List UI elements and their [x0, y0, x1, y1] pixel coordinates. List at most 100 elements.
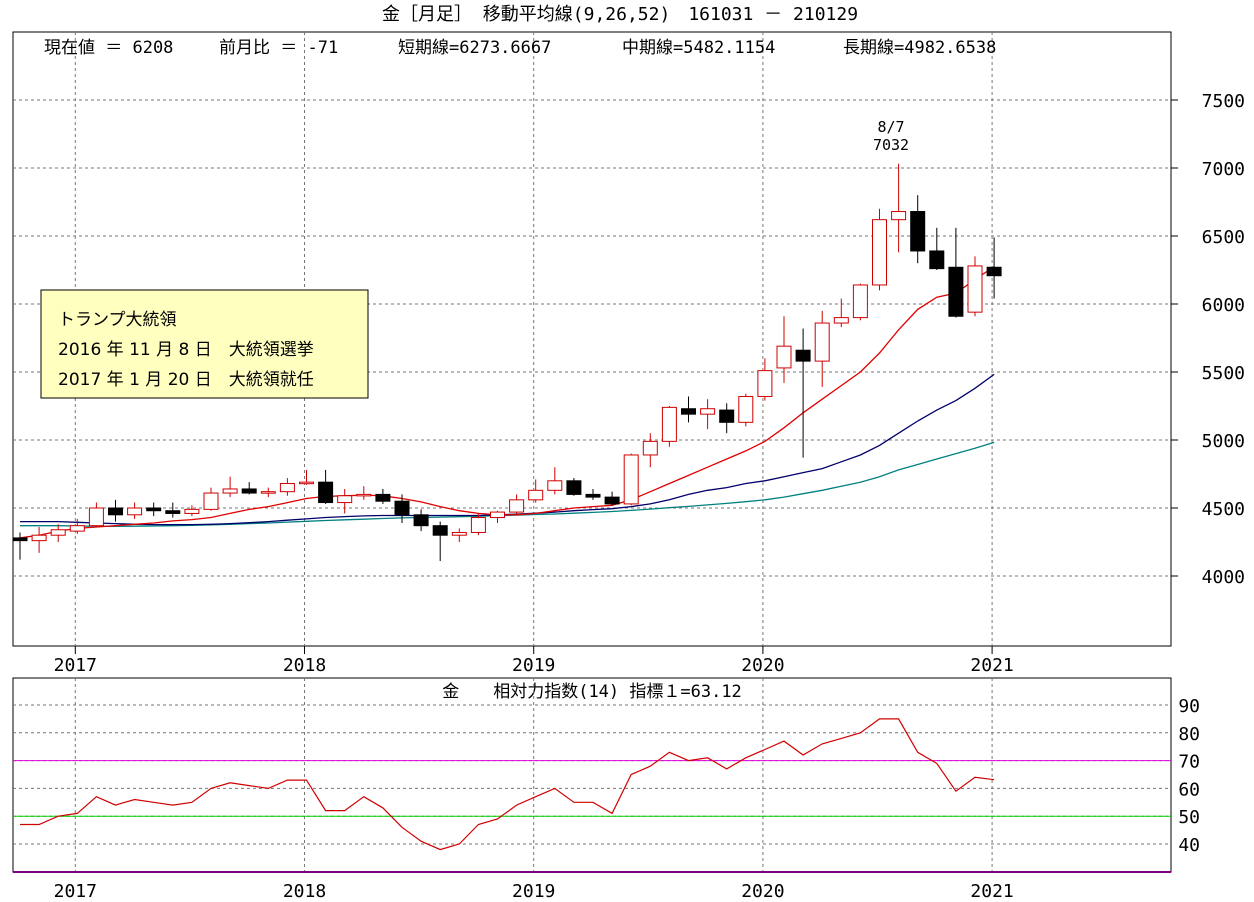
rsi-tick-label: 80: [1178, 724, 1200, 745]
rsi-tick-label: 50: [1178, 807, 1200, 828]
candle-body: [661, 406, 677, 442]
rsi-year-label: 2017: [54, 881, 97, 902]
price-year-label: 2018: [283, 655, 326, 676]
price-tick-label: 7500: [1202, 91, 1245, 112]
current-value-label: 現在値 ＝ 6208: [44, 38, 173, 58]
price-year-label: 2017: [54, 655, 97, 676]
candle-body: [929, 250, 945, 270]
rsi-line: [20, 718, 995, 851]
rsi-panel-frame: [12, 677, 1172, 873]
candle-body: [260, 491, 276, 494]
candle-body: [566, 480, 582, 495]
rsi-tick-label: 40: [1178, 835, 1200, 856]
note-line-1: トランプ大統領: [58, 310, 177, 330]
main-chart-title: 金［月足］ 移動平均線(9,26,52) 161031 － 210129: [382, 4, 858, 25]
rsi-year-label: 2018: [283, 881, 326, 902]
candle-body: [738, 395, 754, 423]
long-ma-label: 長期線=4982.6538: [843, 38, 996, 58]
price-tick-label: 4500: [1202, 499, 1245, 520]
candle-body: [69, 525, 85, 532]
candle-body: [757, 370, 773, 397]
price-year-label: 2019: [512, 655, 555, 676]
candle-body: [623, 454, 639, 505]
candle-body: [146, 507, 162, 512]
candle-body: [279, 483, 295, 493]
candle-body: [470, 517, 486, 533]
candle-body: [547, 480, 563, 491]
candle-body: [375, 493, 391, 502]
peak-value-label: 7032: [873, 136, 909, 154]
price-tick-label: 4000: [1202, 567, 1245, 588]
price-tick-label: 7000: [1202, 159, 1245, 180]
candle-body: [31, 534, 47, 542]
candle-body: [413, 514, 429, 527]
rsi-tick-label: 70: [1178, 752, 1200, 773]
candle-body: [910, 211, 926, 252]
price-tick-label: 5500: [1202, 363, 1245, 384]
candle-body: [795, 349, 811, 362]
price-y-axis: 4000 4500 5000 5500 6000 6500 7000 7500: [1171, 91, 1245, 588]
moving-average-lines: [19, 266, 995, 539]
rsi-tick-label: 90: [1178, 696, 1200, 717]
candle-body: [222, 488, 238, 494]
candle-body: [833, 317, 849, 324]
price-tick-label: 5000: [1202, 431, 1245, 452]
candle-body: [490, 511, 505, 519]
candle-body: [318, 481, 334, 504]
peak-date-label: 8/7: [877, 118, 904, 136]
candle-body: [108, 507, 123, 516]
price-x-axis: 2017 2018 2019 2020 2021: [54, 646, 1014, 676]
price-tick-label: 6500: [1202, 227, 1245, 248]
candle-body: [986, 266, 1002, 277]
rsi-year-label: 2020: [741, 881, 784, 902]
candle-body: [642, 440, 658, 456]
candle-body: [241, 488, 257, 494]
rsi-reference-lines: [13, 760, 1171, 817]
candle-body: [719, 409, 735, 423]
note-box: トランプ大統領 2016 年 11 月 8 日 大統領選挙 2017 年 1 月…: [40, 289, 369, 399]
candle-body: [681, 408, 696, 415]
candle-body: [356, 493, 372, 497]
candle-body: [700, 408, 716, 415]
candle-body: [127, 507, 143, 516]
note-line-2: 2016 年 11 月 8 日 大統領選挙: [58, 340, 314, 360]
candle-body: [967, 265, 983, 313]
candle-body: [585, 493, 601, 498]
rsi-x-axis: 2017 2018 2019 2020 2021: [54, 881, 1014, 902]
candle-body: [451, 531, 467, 536]
candle-body: [299, 481, 314, 485]
rsi-chart-title: 金 相対力指数(14) 指標１=63.12: [442, 682, 742, 702]
candle-body: [776, 345, 792, 369]
candle-body: [203, 492, 219, 510]
rsi-y-axis: 40 50 60 70 80 90: [1178, 696, 1200, 856]
info-line: 現在値 ＝ 6208 前月比 ＝ -71 短期線=6273.6667 中期線=5…: [44, 38, 996, 58]
candle-body: [852, 284, 868, 319]
candle-body: [337, 495, 353, 504]
candle-body: [432, 525, 448, 536]
candle-body: [814, 322, 830, 362]
candle-body: [872, 219, 887, 286]
candle-body: [394, 500, 410, 516]
mid-ma-label: 中期線=5482.1154: [622, 38, 775, 58]
candle-body: [165, 510, 181, 514]
note-line-3: 2017 年 1 月 20 日 大統領就任: [58, 370, 314, 390]
rsi-series: [20, 718, 995, 851]
candle-body: [12, 537, 28, 542]
price-year-label: 2021: [970, 655, 1013, 676]
month-change-label: 前月比 ＝ -71: [219, 38, 338, 58]
candle-body: [184, 508, 200, 514]
rsi-tick-label: 60: [1178, 779, 1200, 800]
candle-body: [88, 507, 104, 527]
price-tick-label: 6000: [1202, 295, 1245, 316]
note-box-frame: [40, 289, 369, 399]
candle-body: [528, 489, 544, 501]
candle-body: [509, 499, 525, 513]
candle-body: [604, 496, 620, 505]
candle-body: [948, 266, 964, 317]
rsi-year-label: 2021: [970, 881, 1013, 902]
candle-body: [891, 211, 907, 221]
rsi-year-label: 2019: [512, 881, 555, 902]
short-ma-label: 短期線=6273.6667: [398, 38, 551, 58]
price-year-label: 2020: [741, 655, 784, 676]
